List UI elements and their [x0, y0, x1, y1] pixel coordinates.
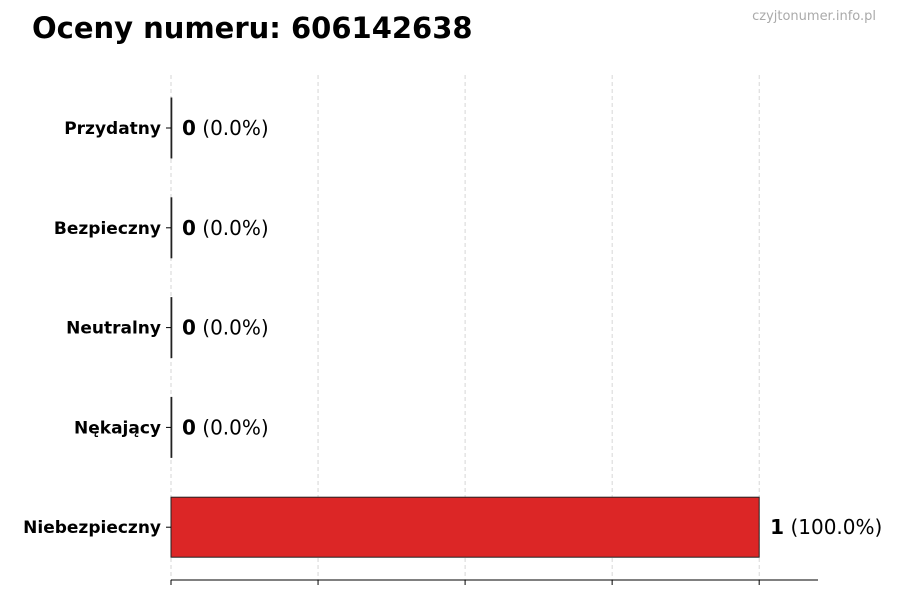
- data-label-count: 0: [182, 316, 196, 340]
- data-label: 0 (0.0%): [182, 316, 269, 340]
- chart-title: Oceny numeru: 606142638: [32, 11, 473, 45]
- data-label: 0 (0.0%): [182, 116, 269, 140]
- bar-nękający: [170, 396, 173, 458]
- bar-bezpieczny: [170, 197, 173, 259]
- bar-niebezpieczny: [170, 496, 760, 558]
- data-label-percent: (0.0%): [196, 116, 269, 140]
- data-label-count: 0: [182, 116, 196, 140]
- y-tick-label: Przydatny: [64, 119, 161, 139]
- data-label-count: 0: [182, 216, 196, 240]
- bar-neutralny: [170, 297, 173, 359]
- data-label: 1 (100.0%): [770, 515, 882, 539]
- bar-przydatny: [170, 97, 173, 159]
- y-tick-label: Neutralny: [66, 319, 161, 339]
- y-tick-label: Nękający: [74, 418, 161, 438]
- y-tick-label: Bezpieczny: [54, 219, 161, 239]
- data-label-percent: (0.0%): [196, 216, 269, 240]
- data-label: 0 (0.0%): [182, 216, 269, 240]
- data-label: 0 (0.0%): [182, 415, 269, 439]
- data-label-percent: (0.0%): [196, 316, 269, 340]
- data-label-count: 0: [182, 415, 196, 439]
- data-label-count: 1: [770, 515, 784, 539]
- data-label-percent: (0.0%): [196, 415, 269, 439]
- watermark: czyjtonumer.info.pl: [752, 9, 876, 24]
- data-label-percent: (100.0%): [784, 515, 882, 539]
- y-tick-label: Niebezpieczny: [23, 518, 161, 538]
